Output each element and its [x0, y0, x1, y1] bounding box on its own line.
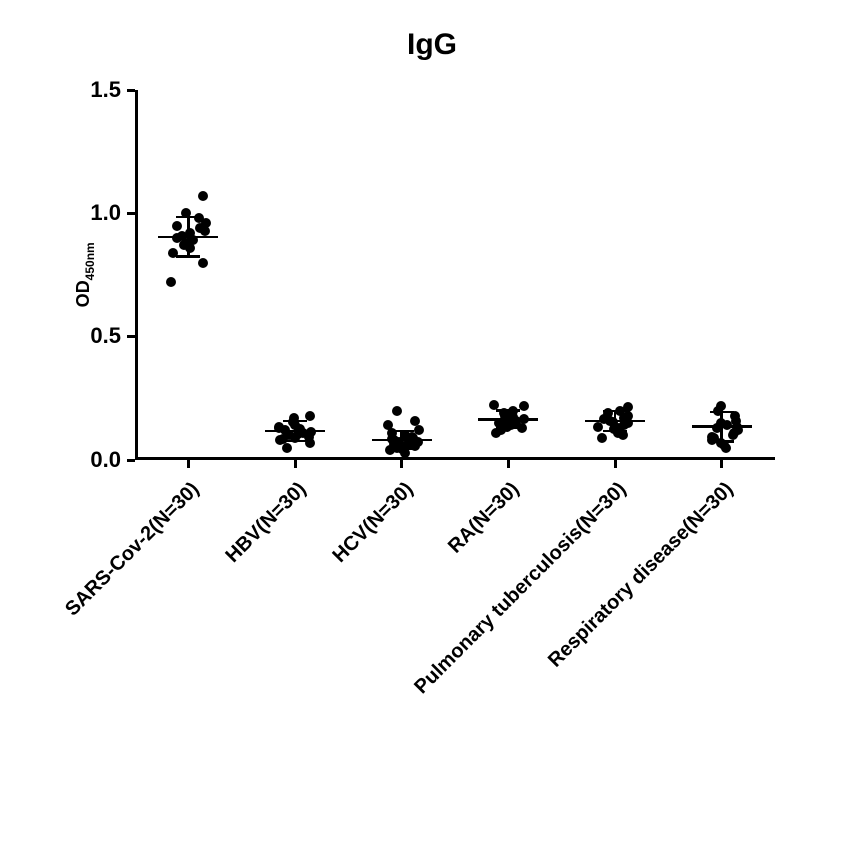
- error-cap-top: [176, 216, 200, 219]
- y-tick: [127, 212, 135, 215]
- error-cap-bottom: [176, 255, 200, 258]
- ylabel-sub: 450nm: [83, 242, 97, 280]
- y-tick-label: 0.5: [75, 323, 121, 349]
- x-tick: [720, 460, 723, 468]
- error-bar: [720, 412, 723, 442]
- x-tick: [294, 460, 297, 468]
- y-axis: [135, 90, 138, 460]
- error-cap-top: [496, 409, 520, 412]
- chart-container: IgG OD450nm 0.00.51.01.5SARS-Cov-2(N=30)…: [0, 0, 864, 858]
- x-tick: [400, 460, 403, 468]
- error-bar: [507, 411, 510, 428]
- data-point: [519, 401, 529, 411]
- error-cap-bottom: [603, 430, 627, 433]
- error-cap-bottom: [390, 447, 414, 450]
- data-point: [597, 433, 607, 443]
- data-point: [166, 277, 176, 287]
- x-axis: [135, 457, 775, 460]
- data-point: [392, 406, 402, 416]
- error-bar: [294, 421, 297, 441]
- data-point: [489, 400, 499, 410]
- y-tick-label: 0.0: [75, 447, 121, 473]
- error-cap-top: [603, 410, 627, 413]
- error-cap-top: [283, 420, 307, 423]
- error-cap-bottom: [283, 440, 307, 443]
- error-cap-top: [710, 411, 734, 414]
- y-tick: [127, 335, 135, 338]
- error-cap-bottom: [496, 427, 520, 430]
- ylabel-main: OD: [73, 280, 93, 307]
- error-cap-top: [390, 430, 414, 433]
- error-cap-bottom: [710, 440, 734, 443]
- error-bar: [187, 217, 190, 256]
- data-point: [198, 191, 208, 201]
- error-bar: [614, 411, 617, 431]
- x-tick: [187, 460, 190, 468]
- y-tick-label: 1.0: [75, 200, 121, 226]
- data-point: [414, 425, 424, 435]
- data-point: [282, 443, 292, 453]
- plot-area: [135, 90, 775, 460]
- y-tick: [127, 89, 135, 92]
- chart-title: IgG: [0, 28, 864, 62]
- y-axis-label: OD450nm: [73, 215, 97, 335]
- x-tick: [614, 460, 617, 468]
- data-point: [716, 401, 726, 411]
- data-point: [172, 221, 182, 231]
- y-tick-label: 1.5: [75, 77, 121, 103]
- error-bar: [400, 431, 403, 448]
- y-tick: [127, 459, 135, 462]
- data-point: [410, 416, 420, 426]
- x-tick: [507, 460, 510, 468]
- data-point: [198, 258, 208, 268]
